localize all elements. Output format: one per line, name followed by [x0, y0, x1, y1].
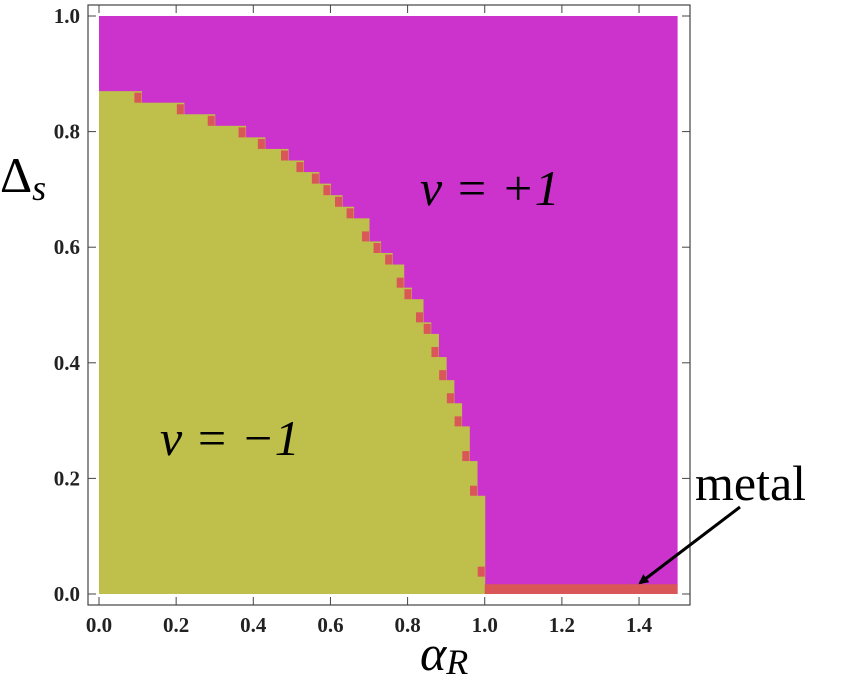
- x-tick-label: 0.8: [394, 613, 420, 637]
- x-axis-symbol: α: [420, 625, 448, 675]
- lower-phase-step: [318, 183, 331, 594]
- lower-phase-step: [330, 195, 343, 594]
- lower-phase-step: [411, 299, 424, 594]
- x-tick-label: 0.2: [163, 613, 189, 637]
- boundary-cell: [335, 196, 343, 207]
- lower-phase-step: [380, 252, 393, 595]
- metal-strip: [484, 584, 678, 594]
- y-tick-label: 1.0: [54, 4, 80, 28]
- metal-label: metal: [695, 455, 806, 511]
- y-tick-label: 0.0: [54, 582, 80, 606]
- lower-phase-step: [245, 137, 266, 594]
- boundary-cell: [281, 150, 289, 161]
- lower-phase-label: ν = −1: [160, 410, 300, 466]
- boundary-cell: [385, 254, 393, 265]
- plot-area: [99, 16, 678, 595]
- x-axis-label: αR: [420, 625, 468, 675]
- x-tick-label: 1.2: [549, 613, 575, 637]
- frame: [87, 4, 691, 606]
- lower-phase-step: [453, 403, 463, 594]
- y-axis-label: Δs: [0, 147, 46, 208]
- x-tick-label: 0.4: [240, 613, 267, 637]
- lower-phase-step: [99, 91, 142, 594]
- boundary-cell: [346, 208, 354, 219]
- y-axis-subscript: s: [32, 168, 46, 208]
- boundary-cell: [396, 277, 404, 288]
- boundary-cell: [134, 92, 142, 103]
- y-tick-label: 0.6: [54, 235, 80, 259]
- lower-phase-step: [446, 380, 455, 594]
- lower-phase-step: [423, 322, 432, 594]
- lower-phase-step: [469, 461, 478, 594]
- x-axis-subscript: R: [445, 642, 468, 675]
- y-tick-label: 0.2: [54, 466, 80, 490]
- lower-phase-step: [141, 102, 185, 594]
- boundary-cell: [207, 115, 215, 126]
- y-tick-label: 0.4: [54, 351, 81, 375]
- y-axis-symbol: Δ: [0, 147, 32, 203]
- boundary-cell: [470, 485, 478, 496]
- boundary-cell: [323, 185, 331, 196]
- boundary-cell: [257, 138, 265, 149]
- x-tick-label: 1.4: [626, 613, 653, 637]
- lower-phase-step: [288, 160, 304, 594]
- lower-phase-step: [264, 148, 289, 594]
- lower-phase-step: [369, 241, 382, 595]
- lower-phase-step: [403, 287, 412, 594]
- lower-phase-step: [353, 218, 370, 595]
- x-tick-label: 1.0: [472, 613, 498, 637]
- boundary-cell: [296, 162, 304, 173]
- boundary-cell: [238, 127, 246, 138]
- boundary-cell: [176, 104, 184, 115]
- boundary-cell: [404, 289, 412, 300]
- boundary-cell: [439, 370, 447, 381]
- x-tick-label: 0.0: [86, 613, 112, 637]
- boundary-cell: [446, 393, 454, 404]
- ticks: 0.0 0.2 0.4 0.6 0.8 1.0 1.2 1.4 0.0 0.2 0.4 0.6 0.8 1…: [54, 4, 690, 637]
- lower-phase-step: [303, 172, 320, 594]
- x-tick-label: 0.6: [317, 613, 343, 637]
- metal-arrow: [638, 505, 741, 585]
- boundary-cell: [477, 566, 485, 577]
- boundary-cell: [454, 416, 462, 427]
- lower-phase-step: [183, 114, 216, 594]
- lower-phase-step: [430, 333, 439, 594]
- lower-phase-step: [342, 206, 355, 595]
- y-tick-label: 0.8: [54, 120, 80, 144]
- boundary-cell: [423, 323, 431, 334]
- lower-phase-step: [438, 357, 447, 594]
- upper-phase-label: ν = +1: [420, 160, 560, 216]
- lower-phase-step: [461, 426, 470, 594]
- boundary-cell: [416, 312, 424, 323]
- boundary-cell: [431, 347, 439, 358]
- lower-phase-step: [392, 264, 405, 594]
- boundary-cell: [362, 231, 370, 242]
- boundary-cell: [462, 451, 470, 462]
- lower-phase-step: [214, 125, 247, 594]
- boundary-cell: [373, 242, 381, 253]
- lower-phase-step: [477, 495, 486, 594]
- boundary-cell: [311, 173, 319, 184]
